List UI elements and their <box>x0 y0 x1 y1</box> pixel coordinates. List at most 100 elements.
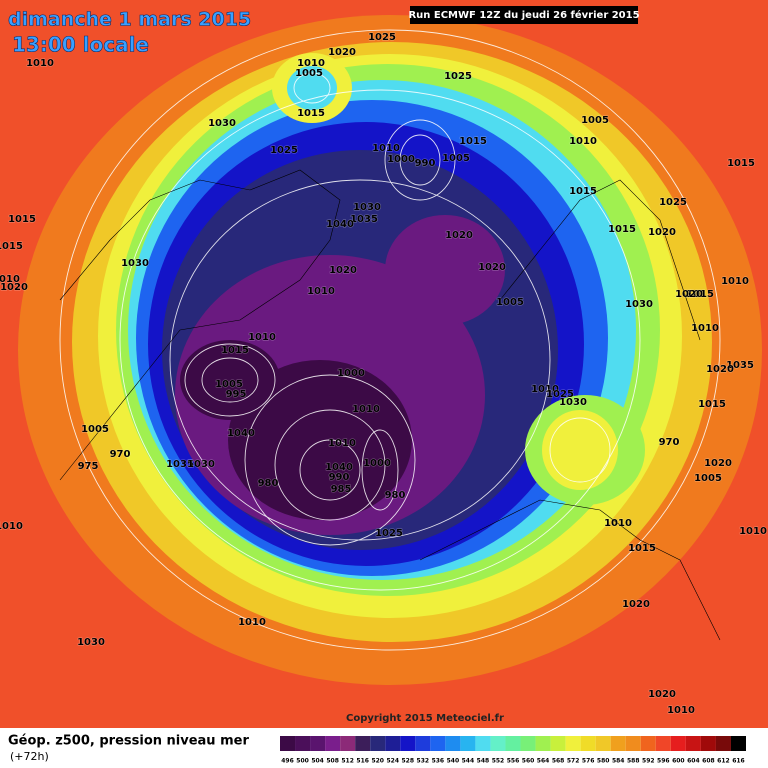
colorbar-label: 496 <box>281 758 294 765</box>
colorbar-label: 564 <box>537 758 550 765</box>
isobar-label: 1020 <box>648 689 676 700</box>
isobar-label: 1020 <box>622 599 650 610</box>
colorbar-label: 588 <box>627 758 640 765</box>
isobar-label: 1040 <box>227 428 255 439</box>
isobar-label: 1015 <box>608 224 636 235</box>
isobar-label: 1000 <box>337 368 365 379</box>
isobar-label: 1010 <box>0 521 23 532</box>
colorbar-label: 528 <box>402 758 415 765</box>
isobar-label: 1010 <box>297 58 325 69</box>
isobar-label: 1010 <box>691 323 719 334</box>
isobar-label: 1020 <box>675 289 703 300</box>
colorbar-label: 512 <box>341 758 354 765</box>
colorbar-label: 536 <box>432 758 445 765</box>
colorbar-swatch <box>535 736 551 751</box>
isobar-label: 1015 <box>727 158 755 169</box>
map-date: dimanche 1 mars 2015 <box>8 9 251 31</box>
isobar-label: 1015 <box>628 543 656 554</box>
height-band <box>385 215 505 325</box>
isobar-label: 1015 <box>221 345 249 356</box>
isobar-label: 1040 <box>325 462 353 473</box>
colorbar-label: 520 <box>371 758 384 765</box>
run-banner <box>410 6 638 24</box>
isobar-label: 970 <box>110 449 131 460</box>
isobar-label: 1015 <box>8 214 36 225</box>
colorbar-label: 568 <box>552 758 565 765</box>
colorbar-swatch <box>340 736 356 751</box>
run-info: Run ECMWF 12Z du jeudi 26 février 2015 <box>408 9 639 21</box>
isobar-label: 1010 <box>739 526 767 537</box>
colorbar-label: 548 <box>477 758 490 765</box>
colorbar-swatch <box>580 736 596 751</box>
colorbar-label: 540 <box>447 758 460 765</box>
isobar-label: 1030 <box>625 299 653 310</box>
isobar-label: 1010 <box>531 384 559 395</box>
isobar-label: 1035 <box>726 360 754 371</box>
colorbar-swatch <box>550 736 566 751</box>
colorbar-label: 604 <box>687 758 700 765</box>
isobar-label: 1000 <box>363 458 391 469</box>
isobar-label: 985 <box>331 484 352 495</box>
isobar-label: 1010 <box>372 143 400 154</box>
isobar-label: 1025 <box>368 32 396 43</box>
colorbar-label: 504 <box>311 758 324 765</box>
colorbar-label: 508 <box>326 758 339 765</box>
isobar-label: 1005 <box>295 68 323 79</box>
colorbar-label: 572 <box>567 758 580 765</box>
map-time: 13:00 locale <box>12 33 149 57</box>
isobar-label: 1040 <box>326 219 354 230</box>
colorbar-swatch <box>610 736 626 751</box>
isobar-label: 1010 <box>328 438 356 449</box>
colorbar-label: 596 <box>657 758 670 765</box>
isobar-label: 980 <box>258 478 279 489</box>
isobar-label: 1015 <box>698 399 726 410</box>
isobar-label: 1025 <box>270 145 298 156</box>
isobar-label: 1020 <box>706 364 734 375</box>
colorbar-label: 556 <box>507 758 520 765</box>
isobar-label: 1030 <box>187 459 215 470</box>
isobar-label: 1010 <box>238 617 266 628</box>
isobar-label: 1030 <box>208 118 236 129</box>
isobar-label: 1015 <box>569 186 597 197</box>
isobar-label: 1010 <box>307 286 335 297</box>
colorbar-swatch <box>310 736 326 751</box>
isobar-label: 1030 <box>559 397 587 408</box>
isobar-label: 1005 <box>496 297 524 308</box>
isobar-label: 1015 <box>0 241 23 252</box>
isobar-label: 1010 <box>667 705 695 716</box>
isobar-label: 1005 <box>694 473 722 484</box>
colorbar-swatch <box>280 736 296 751</box>
colorbar-swatch <box>715 736 731 751</box>
colorbar-label: 576 <box>582 758 595 765</box>
colorbar-swatch <box>295 736 311 751</box>
colorbar-label: 532 <box>417 758 430 765</box>
isobar-label: 1025 <box>546 389 574 400</box>
isobar-label: 1020 <box>704 458 732 469</box>
colorbar-swatch <box>520 736 536 751</box>
colorbar-swatch <box>625 736 641 751</box>
colorbar-swatch <box>385 736 401 751</box>
isobar-label: 1020 <box>648 227 676 238</box>
colorbar-swatch <box>445 736 461 751</box>
isobar-label: 990 <box>415 158 436 169</box>
isobar-label: 995 <box>226 389 247 400</box>
colorbar-swatch <box>325 736 341 751</box>
colorbar-label: 580 <box>597 758 610 765</box>
height-band <box>542 410 618 490</box>
isobar-label: 1035 <box>350 214 378 225</box>
isobar-label: 1010 <box>721 276 749 287</box>
colorbar-swatch <box>355 736 371 751</box>
isobar-label: 975 <box>78 461 99 472</box>
colorbar-label: 552 <box>492 758 505 765</box>
colorbar-swatch <box>505 736 521 751</box>
lead-time: (+72h) <box>10 750 49 763</box>
colorbar-swatch <box>490 736 506 751</box>
height-band <box>228 360 412 520</box>
colorbar-swatch <box>700 736 716 751</box>
colorbar-swatch <box>430 736 446 751</box>
colorbar-swatch <box>595 736 611 751</box>
colorbar: 496 500 504 508 512 516 520 524 528 532 536 540 544 5… <box>280 736 746 765</box>
isobar-label: 970 <box>659 437 680 448</box>
